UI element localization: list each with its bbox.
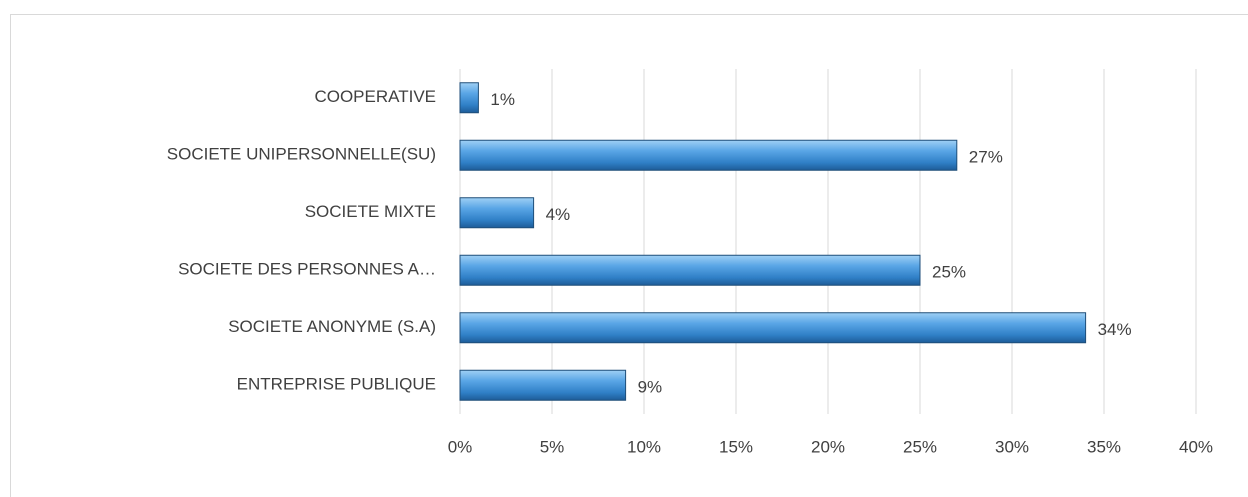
data-label: 4% bbox=[546, 205, 571, 224]
data-label: 1% bbox=[490, 90, 515, 109]
x-tick-label: 25% bbox=[903, 437, 937, 456]
x-tick-label: 30% bbox=[995, 437, 1029, 456]
x-tick-label: 40% bbox=[1179, 437, 1213, 456]
x-tick-label: 15% bbox=[719, 437, 753, 456]
bar bbox=[459, 197, 535, 229]
y-tick-label: SOCIETE UNIPERSONNELLE(SU) bbox=[167, 145, 436, 164]
x-tick-label: 5% bbox=[540, 437, 565, 456]
bar bbox=[459, 139, 958, 171]
chart-frame bbox=[10, 14, 1248, 497]
bar bbox=[459, 82, 479, 114]
bar bbox=[459, 369, 627, 401]
bar bbox=[459, 254, 921, 286]
x-tick-label: 10% bbox=[627, 437, 661, 456]
data-label: 34% bbox=[1098, 320, 1132, 339]
y-tick-label: SOCIETE ANONYME (S.A) bbox=[228, 317, 436, 336]
y-tick-label: SOCIETE MIXTE bbox=[305, 202, 436, 221]
x-tick-label: 20% bbox=[811, 437, 845, 456]
x-tick-label: 0% bbox=[448, 437, 473, 456]
y-tick-label: ENTREPRISE PUBLIQUE bbox=[237, 375, 436, 394]
bar bbox=[459, 312, 1087, 344]
data-label: 27% bbox=[969, 148, 1003, 167]
x-tick-label: 35% bbox=[1087, 437, 1121, 456]
y-tick-label: SOCIETE DES PERSONNES A… bbox=[178, 260, 436, 279]
data-label: 9% bbox=[638, 378, 663, 397]
data-label: 25% bbox=[932, 263, 966, 282]
y-tick-label: COOPERATIVE bbox=[314, 87, 436, 106]
